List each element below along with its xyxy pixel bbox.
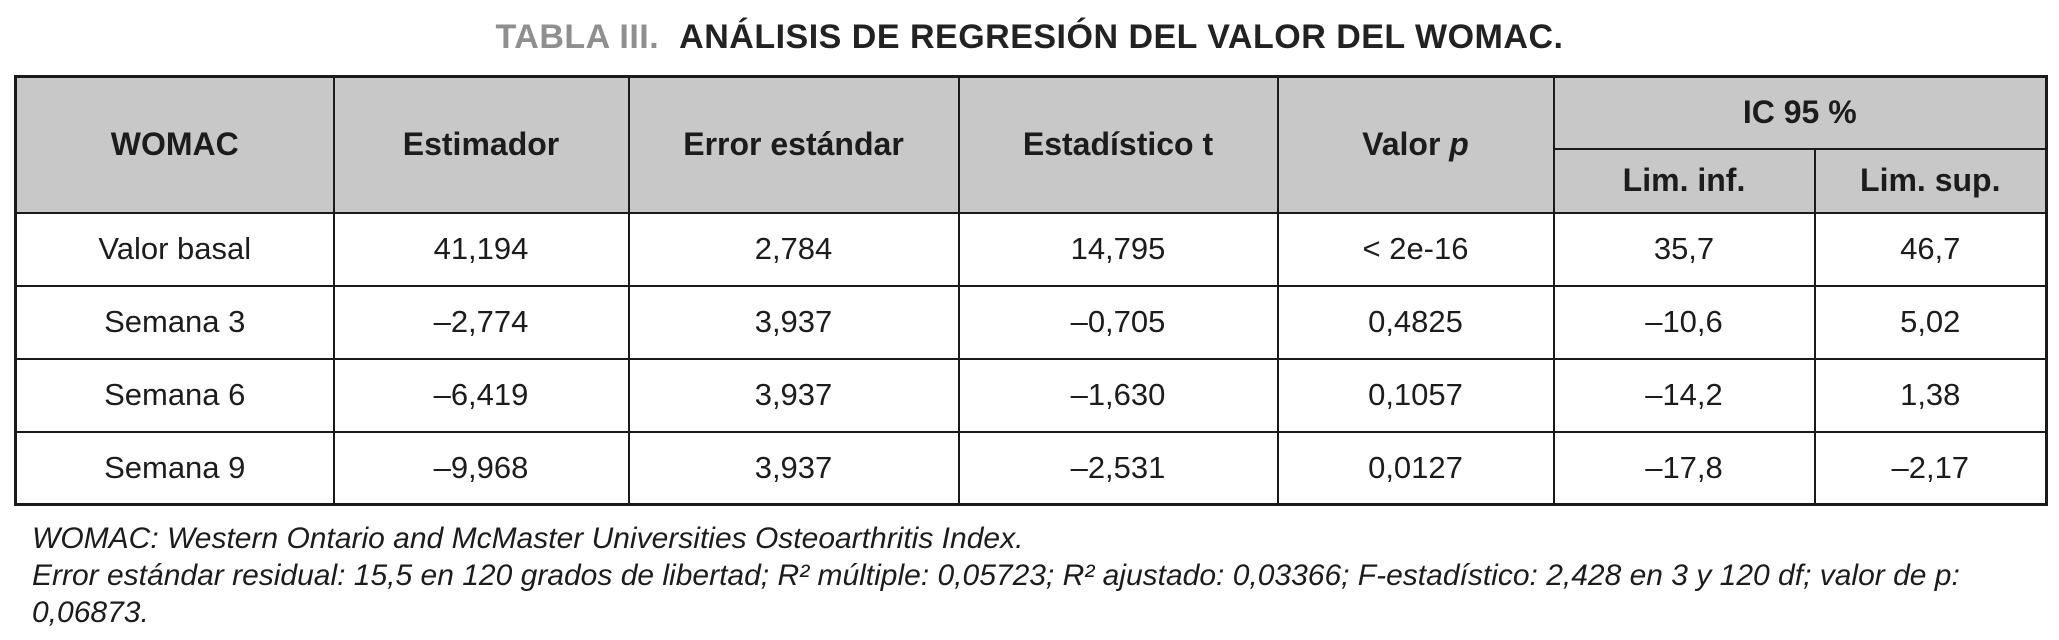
valor-p-italic: p — [1449, 126, 1469, 163]
cell-error-estandar: 3,937 — [627, 430, 960, 506]
table-title: TABLA III. ANÁLISIS DE REGRESIÓN DEL VAL… — [14, 18, 2045, 57]
cell-estadistico-t: –1,630 — [957, 357, 1279, 433]
footnote-womac-definition: WOMAC: Western Ontario and McMaster Univ… — [32, 522, 1024, 555]
col-header-estadistico-t: Estadístico t — [957, 75, 1279, 214]
cell-womac: Valor basal — [14, 211, 335, 287]
table-row: Valor basal 41,194 2,784 14,795 < 2e-16 … — [14, 211, 2048, 287]
cell-estadistico-t: –0,705 — [957, 284, 1279, 360]
header-row-bottom: Lim. inf. Lim. sup. — [16, 147, 2048, 214]
cell-error-estandar: 3,937 — [627, 357, 960, 433]
cell-womac: Semana 6 — [14, 357, 335, 433]
col-header-lim-sup: Lim. sup. — [1813, 147, 2048, 214]
col-header-valor-p: Valor p — [1276, 75, 1555, 214]
table-body: Valor basal 41,194 2,784 14,795 < 2e-16 … — [14, 211, 2048, 506]
cell-lim-inf: –14,2 — [1552, 357, 1816, 433]
cell-lim-inf: 35,7 — [1552, 211, 1816, 287]
table-footnotes: WOMAC: Western Ontario and McMaster Univ… — [32, 520, 2027, 631]
cell-estimador: –2,774 — [332, 284, 630, 360]
table-header: WOMAC Estimador Error estándar Estadísti… — [14, 75, 2048, 214]
cell-valor-p: 0,0127 — [1276, 430, 1555, 506]
col-header-womac: WOMAC — [14, 75, 335, 214]
valor-p-label: Valor — [1362, 126, 1441, 163]
regression-table: WOMAC Estimador Error estándar Estadísti… — [14, 75, 2049, 506]
cell-error-estandar: 3,937 — [627, 284, 960, 360]
cell-estadistico-t: –2,531 — [957, 430, 1279, 506]
cell-valor-p: < 2e-16 — [1276, 211, 1555, 287]
cell-lim-sup: 46,7 — [1813, 211, 2048, 287]
table-row: Semana 9 –9,968 3,937 –2,531 0,0127 –17,… — [14, 430, 2048, 506]
col-header-estimador: Estimador — [332, 75, 630, 214]
cell-error-estandar: 2,784 — [627, 211, 960, 287]
cell-lim-sup: 5,02 — [1813, 284, 2048, 360]
cell-womac: Semana 9 — [14, 430, 335, 506]
col-header-lim-inf: Lim. inf. — [1552, 147, 1816, 214]
cell-valor-p: 0,1057 — [1276, 357, 1555, 433]
cell-estimador: –6,419 — [332, 357, 630, 433]
footnote-model-statistics: Error estándar residual: 15,5 en 120 gra… — [32, 559, 1960, 629]
table-title-text: ANÁLISIS DE REGRESIÓN DEL VALOR DEL WOMA… — [679, 18, 1564, 56]
cell-lim-sup: –2,17 — [1813, 430, 2048, 506]
table-title-label: TABLA III. — [495, 18, 660, 56]
header-row-top: WOMAC Estimador Error estándar Estadísti… — [14, 75, 2048, 214]
col-header-error-estandar: Error estándar — [627, 75, 960, 214]
cell-estadistico-t: 14,795 — [957, 211, 1279, 287]
cell-lim-sup: 1,38 — [1813, 357, 2048, 433]
cell-lim-inf: –17,8 — [1552, 430, 1816, 506]
cell-estimador: 41,194 — [332, 211, 630, 287]
col-header-ic95: IC 95 % — [1552, 75, 2048, 150]
table-row: Semana 6 –6,419 3,937 –1,630 0,1057 –14,… — [14, 357, 2048, 433]
cell-womac: Semana 3 — [14, 284, 335, 360]
cell-valor-p: 0,4825 — [1276, 284, 1555, 360]
cell-estimador: –9,968 — [332, 430, 630, 506]
cell-lim-inf: –10,6 — [1552, 284, 1816, 360]
table-row: Semana 3 –2,774 3,937 –0,705 0,4825 –10,… — [14, 284, 2048, 360]
